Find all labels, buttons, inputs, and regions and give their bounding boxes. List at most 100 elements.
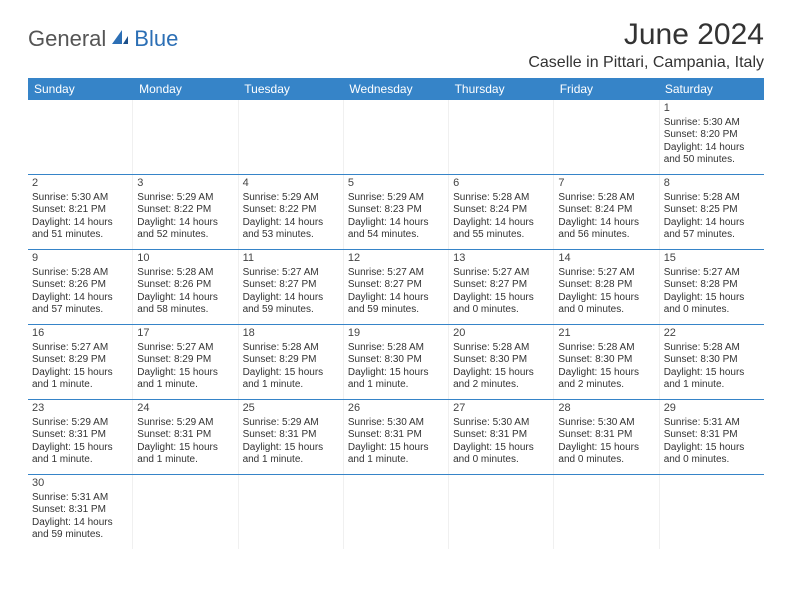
daylight-text: Daylight: 15 hours <box>558 292 654 305</box>
date-number: 26 <box>348 402 444 416</box>
sunrise-text: Sunrise: 5:27 AM <box>137 342 233 355</box>
sunrise-text: Sunrise: 5:30 AM <box>558 417 654 430</box>
daylight-text: and 0 minutes. <box>664 454 760 467</box>
sunrise-text: Sunrise: 5:31 AM <box>32 492 128 505</box>
date-number: 15 <box>664 252 760 266</box>
empty-cell <box>344 475 449 549</box>
empty-cell <box>28 100 133 174</box>
sunrise-text: Sunrise: 5:29 AM <box>243 192 339 205</box>
sunset-text: Sunset: 8:28 PM <box>558 279 654 292</box>
date-number: 5 <box>348 177 444 191</box>
day-cell: 6Sunrise: 5:28 AMSunset: 8:24 PMDaylight… <box>449 175 554 249</box>
date-number: 21 <box>558 327 654 341</box>
empty-cell <box>344 100 449 174</box>
header: General Blue June 2024 Caselle in Pittar… <box>28 18 764 72</box>
daylight-text: Daylight: 14 hours <box>32 217 128 230</box>
daylight-text: and 57 minutes. <box>664 229 760 242</box>
day-cell: 27Sunrise: 5:30 AMSunset: 8:31 PMDayligh… <box>449 400 554 474</box>
date-number: 23 <box>32 402 128 416</box>
empty-cell <box>133 100 238 174</box>
daylight-text: and 0 minutes. <box>453 454 549 467</box>
day-cell: 25Sunrise: 5:29 AMSunset: 8:31 PMDayligh… <box>239 400 344 474</box>
date-number: 19 <box>348 327 444 341</box>
day-cell: 16Sunrise: 5:27 AMSunset: 8:29 PMDayligh… <box>28 325 133 399</box>
sunset-text: Sunset: 8:29 PM <box>137 354 233 367</box>
daylight-text: Daylight: 15 hours <box>243 367 339 380</box>
daylight-text: Daylight: 14 hours <box>453 217 549 230</box>
day-name: Monday <box>133 78 238 100</box>
sunrise-text: Sunrise: 5:30 AM <box>348 417 444 430</box>
sunrise-text: Sunrise: 5:29 AM <box>137 417 233 430</box>
sunset-text: Sunset: 8:23 PM <box>348 204 444 217</box>
daylight-text: and 59 minutes. <box>348 304 444 317</box>
day-cell: 1Sunrise: 5:30 AMSunset: 8:20 PMDaylight… <box>660 100 764 174</box>
sunset-text: Sunset: 8:20 PM <box>664 129 760 142</box>
day-name: Saturday <box>659 78 764 100</box>
location: Caselle in Pittari, Campania, Italy <box>528 54 764 72</box>
logo-text-blue: Blue <box>134 26 178 52</box>
date-number: 13 <box>453 252 549 266</box>
daylight-text: Daylight: 15 hours <box>453 292 549 305</box>
sunset-text: Sunset: 8:25 PM <box>664 204 760 217</box>
daylight-text: and 53 minutes. <box>243 229 339 242</box>
daylight-text: Daylight: 14 hours <box>664 142 760 155</box>
daylight-text: and 1 minute. <box>243 454 339 467</box>
day-cell: 11Sunrise: 5:27 AMSunset: 8:27 PMDayligh… <box>239 250 344 324</box>
week-row: 9Sunrise: 5:28 AMSunset: 8:26 PMDaylight… <box>28 250 764 325</box>
daylight-text: and 55 minutes. <box>453 229 549 242</box>
day-header-row: SundayMondayTuesdayWednesdayThursdayFrid… <box>28 78 764 100</box>
sunrise-text: Sunrise: 5:29 AM <box>137 192 233 205</box>
sunset-text: Sunset: 8:27 PM <box>453 279 549 292</box>
day-name: Sunday <box>28 78 133 100</box>
daylight-text: Daylight: 14 hours <box>348 217 444 230</box>
sail-icon <box>110 28 130 51</box>
sunrise-text: Sunrise: 5:27 AM <box>32 342 128 355</box>
month-title: June 2024 <box>528 18 764 52</box>
daylight-text: and 1 minute. <box>243 379 339 392</box>
daylight-text: and 1 minute. <box>664 379 760 392</box>
day-cell: 24Sunrise: 5:29 AMSunset: 8:31 PMDayligh… <box>133 400 238 474</box>
date-number: 8 <box>664 177 760 191</box>
date-number: 17 <box>137 327 233 341</box>
day-cell: 29Sunrise: 5:31 AMSunset: 8:31 PMDayligh… <box>660 400 764 474</box>
empty-cell <box>660 475 764 549</box>
daylight-text: Daylight: 15 hours <box>348 367 444 380</box>
sunset-text: Sunset: 8:31 PM <box>243 429 339 442</box>
date-number: 2 <box>32 177 128 191</box>
daylight-text: Daylight: 14 hours <box>137 292 233 305</box>
page: General Blue June 2024 Caselle in Pittar… <box>0 0 792 567</box>
week-row: 16Sunrise: 5:27 AMSunset: 8:29 PMDayligh… <box>28 325 764 400</box>
daylight-text: and 0 minutes. <box>558 304 654 317</box>
daylight-text: Daylight: 14 hours <box>32 517 128 530</box>
day-cell: 17Sunrise: 5:27 AMSunset: 8:29 PMDayligh… <box>133 325 238 399</box>
date-number: 3 <box>137 177 233 191</box>
date-number: 12 <box>348 252 444 266</box>
day-cell: 15Sunrise: 5:27 AMSunset: 8:28 PMDayligh… <box>660 250 764 324</box>
sunset-text: Sunset: 8:24 PM <box>558 204 654 217</box>
daylight-text: and 51 minutes. <box>32 229 128 242</box>
daylight-text: Daylight: 14 hours <box>348 292 444 305</box>
daylight-text: Daylight: 15 hours <box>664 292 760 305</box>
daylight-text: Daylight: 14 hours <box>137 217 233 230</box>
sunset-text: Sunset: 8:31 PM <box>32 504 128 517</box>
date-number: 6 <box>453 177 549 191</box>
daylight-text: and 0 minutes. <box>453 304 549 317</box>
daylight-text: Daylight: 15 hours <box>664 367 760 380</box>
logo: General Blue <box>28 18 178 52</box>
empty-cell <box>449 100 554 174</box>
day-cell: 9Sunrise: 5:28 AMSunset: 8:26 PMDaylight… <box>28 250 133 324</box>
date-number: 20 <box>453 327 549 341</box>
daylight-text: and 52 minutes. <box>137 229 233 242</box>
sunrise-text: Sunrise: 5:28 AM <box>243 342 339 355</box>
logo-text-general: General <box>28 26 106 52</box>
date-number: 9 <box>32 252 128 266</box>
day-cell: 5Sunrise: 5:29 AMSunset: 8:23 PMDaylight… <box>344 175 449 249</box>
daylight-text: Daylight: 14 hours <box>243 217 339 230</box>
day-name: Wednesday <box>343 78 448 100</box>
daylight-text: Daylight: 15 hours <box>137 367 233 380</box>
sunset-text: Sunset: 8:31 PM <box>348 429 444 442</box>
daylight-text: and 1 minute. <box>348 454 444 467</box>
daylight-text: and 2 minutes. <box>453 379 549 392</box>
date-number: 30 <box>32 477 128 491</box>
sunrise-text: Sunrise: 5:28 AM <box>664 342 760 355</box>
